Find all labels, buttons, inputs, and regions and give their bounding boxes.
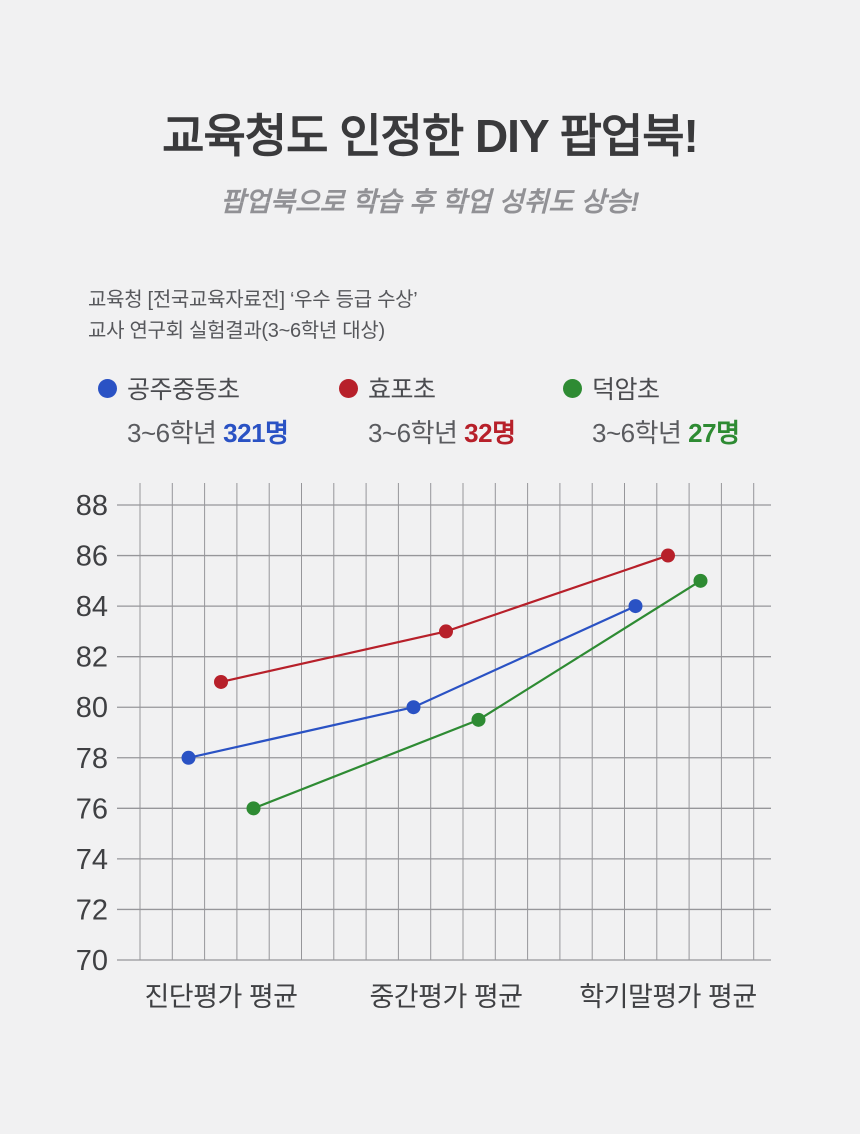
data-point-공주중동초 [406, 700, 421, 715]
page-title: 교육청도 인정한 DIY 팝업북! [162, 110, 699, 162]
data-point-덕암초 [693, 573, 708, 588]
legend-count-prefix: 3~6학년 [127, 418, 224, 448]
award-info: 교육청 [전국교육자료전] ‘우수 등급 수상’ 교사 연구회 실험결과(3~6… [88, 285, 418, 347]
legend-count-value: 32명 [464, 418, 516, 448]
achievement-line-chart: 70 72 74 76 78 80 82 84 86 88 진단평가 평균 중간평가 평균 학기말평가 … [0, 470, 860, 1030]
data-point-효포초 [661, 548, 675, 563]
data-point-공주중동초 [181, 750, 196, 765]
achievement-line-chart-svg: 70 72 74 76 78 80 82 84 86 88 진단평가 평균 중간평가 평균 학기말평가 … [76, 483, 771, 1012]
y-axis-tick-label: 76 [76, 793, 108, 825]
legend-count-prefix: 3~6학년 [368, 418, 465, 448]
series-line-덕암초 [253, 579, 702, 810]
y-axis-tick-label: 74 [76, 844, 108, 876]
legend-count-value: 27명 [688, 418, 740, 448]
legend-dot-red-icon [339, 378, 358, 398]
x-axis-category-label: 중간평가 평균 [369, 982, 522, 1012]
series-line-효포초 [220, 554, 669, 684]
data-point-효포초 [439, 624, 453, 639]
legend-school-name: 공주중동초 [127, 376, 240, 404]
legend-student-count: 3~6학년 321명 [127, 413, 289, 450]
legend-dot-blue-icon [98, 378, 117, 398]
legend-item-school-2: 효포초 3~6학년 32명 [339, 374, 516, 450]
legend-count-prefix: 3~6학년 [592, 418, 689, 448]
series-line-공주중동초 [188, 605, 636, 759]
legend-school-name: 덕암초 [592, 376, 660, 404]
x-axis-category-label: 진단평가 평균 [144, 982, 297, 1012]
y-axis-tick-label: 78 [76, 743, 108, 775]
legend-student-count: 3~6학년 32명 [368, 413, 516, 450]
page-subtitle: 팝업북으로 학습 후 학업 성취도 상승! [220, 187, 640, 217]
y-axis-tick-label: 82 [76, 642, 108, 674]
data-point-덕암초 [471, 712, 486, 727]
y-axis-tick-label: 80 [76, 692, 108, 724]
data-point-효포초 [214, 674, 228, 689]
data-point-덕암초 [246, 801, 261, 816]
legend-student-count: 3~6학년 27명 [592, 413, 740, 450]
data-point-공주중동초 [628, 599, 643, 614]
legend-count-value: 321명 [223, 418, 289, 448]
legend-item-school-3: 덕암초 3~6학년 27명 [563, 374, 740, 450]
award-info-line1: 교육청 [전국교육자료전] ‘우수 등급 수상’ [88, 289, 418, 311]
legend-school-name: 효포초 [368, 376, 436, 404]
y-axis-tick-label: 70 [76, 945, 108, 977]
y-axis-tick-label: 84 [76, 591, 108, 623]
legend-item-school-1: 공주중동초 3~6학년 321명 [98, 374, 289, 450]
y-axis-tick-label: 88 [76, 490, 108, 522]
y-axis-tick-label: 72 [76, 894, 108, 926]
legend-dot-green-icon [563, 378, 582, 398]
chart-legend: 공주중동초 3~6학년 321명 효포초 3~6학년 32명 덕암초 3~6학년… [98, 374, 798, 454]
x-axis-category-label: 학기말평가 평균 [579, 982, 756, 1012]
award-info-line2: 교사 연구회 실험결과(3~6학년 대상) [88, 320, 385, 342]
y-axis-tick-label: 86 [76, 541, 108, 573]
